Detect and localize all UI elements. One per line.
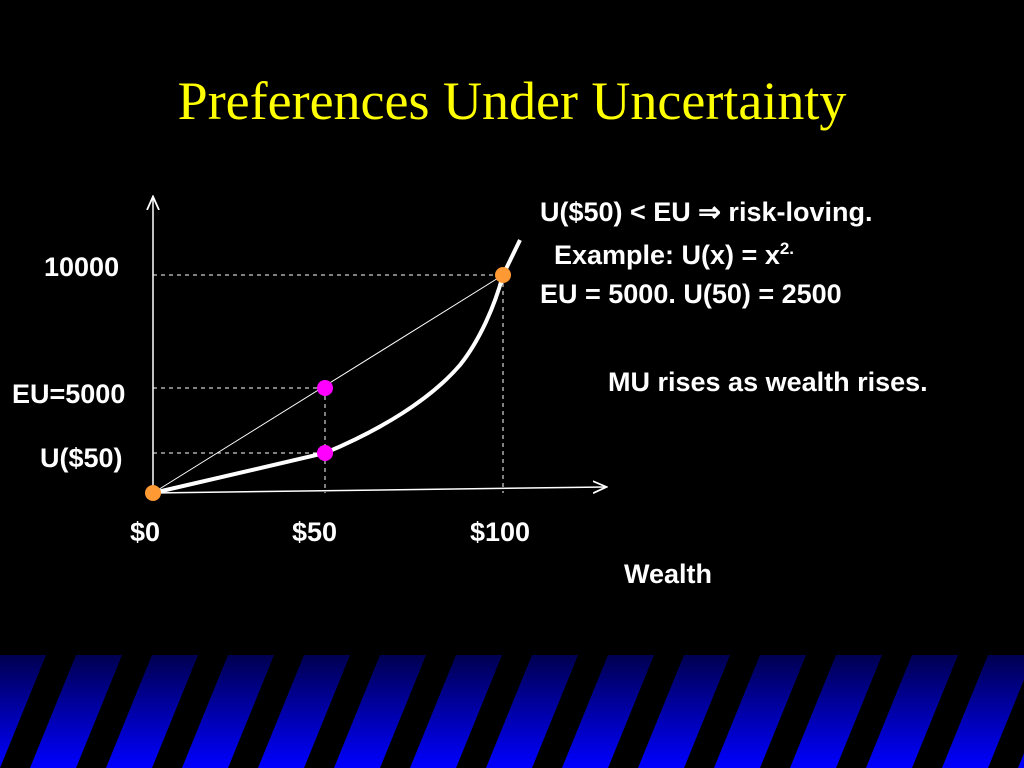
- note: EU = 5000. U(50) = 2500: [540, 279, 842, 309]
- utility-curve: [152, 239, 522, 495]
- note: Example: U(x) = x2.: [554, 240, 794, 269]
- y-label: U($50): [40, 443, 123, 473]
- point: [145, 485, 161, 501]
- point: [495, 267, 511, 283]
- stripes: [0, 655, 1024, 768]
- x-label: $50: [292, 517, 338, 547]
- guides: [153, 274, 504, 493]
- x-label: $100: [470, 517, 531, 547]
- x-label: $0: [130, 517, 161, 547]
- note: U($50) < EU ⇒ risk-loving.: [540, 197, 873, 227]
- y-label: EU=5000: [12, 379, 126, 409]
- note-text: Example: U(x) = x: [554, 240, 780, 270]
- x-axis-title: Wealth: [624, 559, 713, 589]
- point: [317, 445, 333, 461]
- note: MU rises as wealth rises.: [608, 367, 928, 397]
- y-label: 10000: [44, 252, 120, 282]
- point: [317, 380, 333, 396]
- x-axis: [152, 487, 605, 493]
- superscript: 2.: [779, 239, 795, 258]
- title: Preferences Under Uncertainty: [177, 71, 847, 131]
